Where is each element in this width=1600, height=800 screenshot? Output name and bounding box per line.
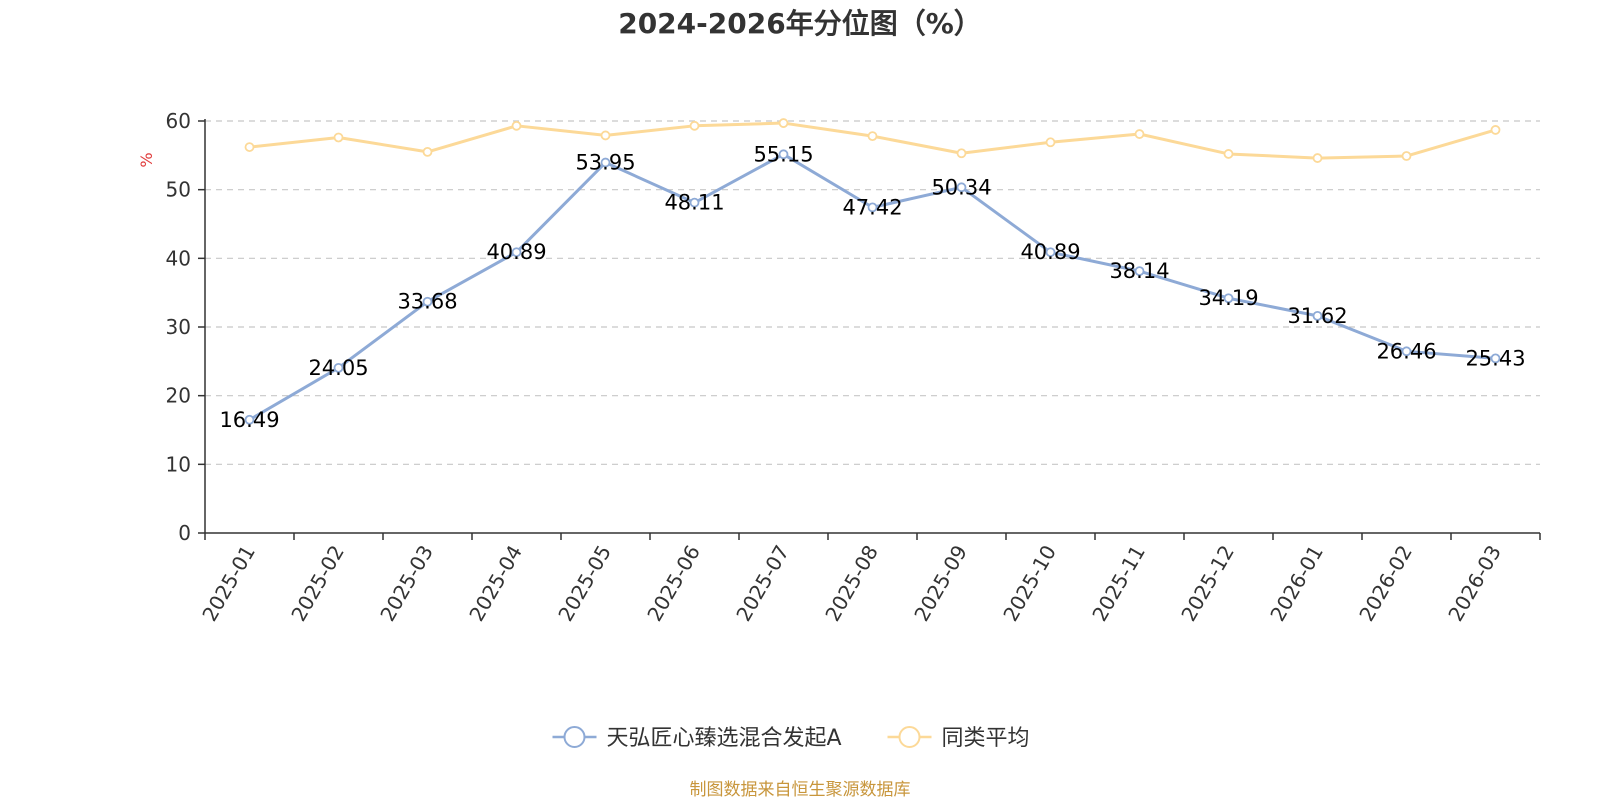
data-label: 16.49	[219, 408, 279, 432]
y-tick-label: 30	[166, 315, 191, 339]
data-label: 40.89	[1020, 240, 1080, 264]
y-axis-unit: %	[137, 152, 156, 167]
data-point	[1490, 353, 1501, 364]
data-point	[1401, 151, 1412, 161]
data-point	[867, 202, 878, 213]
data-point	[1312, 153, 1323, 163]
x-tick-label: 2026-01	[1265, 541, 1328, 625]
data-point	[333, 132, 344, 143]
data-labels: 16.49 24.05 33.68 40.89 53.95 48.11 55.15 47.42…	[219, 142, 1525, 431]
x-tick-label: 2025-01	[197, 541, 260, 625]
data-point	[1134, 266, 1145, 277]
data-point	[1223, 293, 1234, 304]
y-tick-label: 20	[166, 384, 191, 408]
data-point	[244, 414, 255, 425]
data-point	[1401, 346, 1412, 357]
data-point	[1223, 149, 1234, 159]
data-point	[956, 148, 967, 159]
data-point	[511, 247, 522, 258]
data-point	[244, 142, 255, 152]
x-tick-label: 2025-02	[286, 541, 349, 625]
x-tick-label: 2025-04	[464, 541, 527, 625]
data-point	[689, 120, 700, 131]
data-point	[778, 149, 789, 160]
data-label: 50.34	[931, 175, 991, 199]
series-lines	[244, 118, 1501, 425]
data-label: 26.46	[1376, 339, 1436, 363]
data-point	[1312, 310, 1323, 321]
y-tick-label: 60	[166, 109, 191, 133]
data-label: 38.14	[1109, 259, 1169, 283]
data-label: 53.95	[575, 151, 635, 175]
x-tick-label: 2025-07	[731, 541, 794, 625]
data-label: 48.11	[664, 191, 724, 215]
data-point	[956, 182, 967, 193]
chart-title: 2024-2026年分位图（%）	[618, 7, 982, 40]
y-tick-label: 40	[166, 246, 191, 270]
data-point	[778, 118, 789, 128]
data-point	[422, 296, 433, 307]
x-tick-label: 2025-03	[375, 541, 438, 625]
source-note: 制图数据来自恒生聚源数据库	[690, 780, 911, 800]
axes: 0 10 20 30 40 50 60 2025-01 2025-02 2025-03 2025-0…	[166, 109, 1541, 625]
data-point	[511, 120, 522, 131]
grid-lines	[205, 120, 1540, 465]
x-tick-label: 2026-03	[1443, 541, 1506, 625]
legend-item: 同类平均	[887, 726, 1030, 751]
y-tick-label: 0	[178, 521, 191, 545]
y-tick-label: 10	[166, 452, 191, 476]
data-point	[422, 146, 433, 157]
data-point	[867, 131, 878, 142]
series-line	[248, 152, 1496, 422]
legend-label: 同类平均	[942, 726, 1030, 751]
data-label: 31.62	[1287, 304, 1347, 328]
x-tick-label: 2025-09	[909, 541, 972, 625]
x-tick-label: 2025-05	[553, 541, 616, 625]
data-point	[689, 197, 700, 208]
data-point	[1134, 129, 1145, 139]
data-point	[600, 130, 611, 141]
data-label: 24.05	[308, 356, 368, 380]
legend-item: 天弘匠心臻选混合发起A	[552, 726, 842, 751]
x-tick-label: 2025-08	[820, 541, 883, 625]
data-label: 55.15	[753, 142, 813, 166]
data-point	[1490, 125, 1501, 135]
x-tick-label: 2025-11	[1087, 541, 1150, 625]
data-point	[333, 362, 344, 373]
data-point	[1045, 137, 1056, 148]
y-tick-label: 50	[166, 178, 191, 202]
x-tick-label: 2026-02	[1354, 541, 1417, 625]
data-label: 40.89	[486, 240, 546, 264]
legend-label: 天弘匠心臻选混合发起A	[607, 726, 842, 751]
data-point	[600, 157, 611, 168]
data-point	[1045, 247, 1056, 258]
x-tick-label: 2025-12	[1176, 541, 1239, 625]
legend-marker-icon	[898, 726, 921, 748]
legend-marker-icon	[563, 726, 586, 748]
data-label: 25.43	[1465, 346, 1525, 370]
data-label: 33.68	[397, 290, 457, 314]
data-label: 34.19	[1198, 286, 1258, 310]
x-tick-label: 2025-10	[998, 541, 1061, 625]
data-label: 47.42	[842, 195, 902, 219]
x-tick-label: 2025-06	[642, 541, 705, 625]
legend: 天弘匠心臻选混合发起A 同类平均	[552, 726, 1030, 751]
